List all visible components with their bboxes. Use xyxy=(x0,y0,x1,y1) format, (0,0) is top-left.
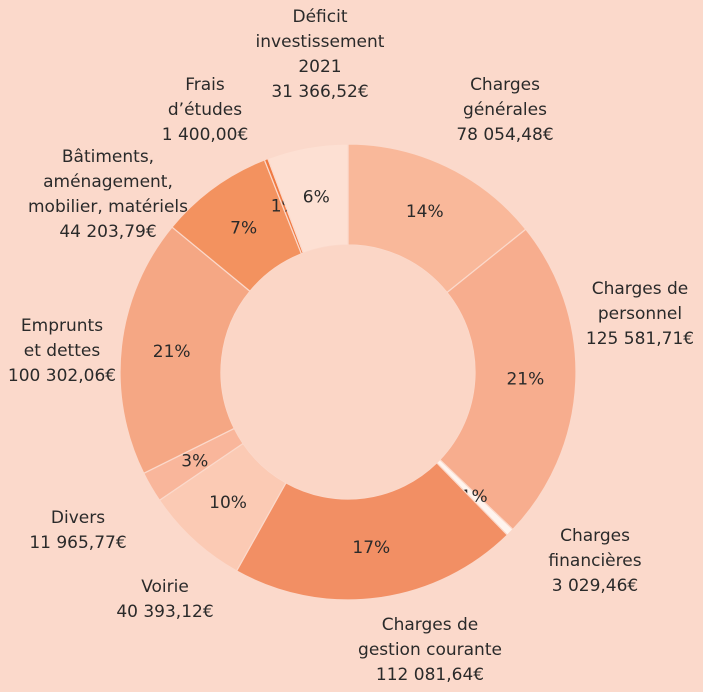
slice-label: Emprunts et dettes 100 302,06€ xyxy=(8,314,116,389)
amount-label: 11 965,77€ xyxy=(29,533,127,553)
slice-label: Charges de gestion courante 112 081,64€ xyxy=(358,613,502,688)
amount-label: 1 400,00€ xyxy=(161,125,249,145)
percent-label: 14% xyxy=(406,202,444,222)
percent-label: 21% xyxy=(506,370,544,390)
percent-label: 10% xyxy=(209,493,247,513)
percent-label: 3% xyxy=(181,452,208,472)
slice-label: Bâtiments, aménagement, mobilier, matéri… xyxy=(28,145,188,245)
amount-label: 31 366,52€ xyxy=(271,82,369,102)
slice-label: Charges générales 78 054,48€ xyxy=(456,73,553,148)
slice-label: Déficit investissement 2021 31 366,52€ xyxy=(256,5,385,105)
category-label: Emprunts et dettes xyxy=(20,316,104,361)
amount-label: 100 302,06€ xyxy=(7,366,117,386)
amount-label: 40 393,12€ xyxy=(116,602,214,622)
category-label: Charges de gestion courante xyxy=(358,615,502,660)
slice-label: Divers 11 965,77€ xyxy=(29,506,126,556)
category-label: Voirie xyxy=(141,577,189,597)
percent-label: 6% xyxy=(303,187,330,207)
slice-label: Charges de personnel 125 581,71€ xyxy=(586,277,694,352)
category-label: Déficit investissement 2021 xyxy=(255,7,385,77)
percent-label: 17% xyxy=(352,538,390,558)
category-label: Charges financières xyxy=(548,526,642,571)
category-label: Charges générales xyxy=(463,75,547,120)
amount-label: 3 029,46€ xyxy=(551,576,639,596)
category-label: Frais d’études xyxy=(167,75,243,120)
percent-label: 21% xyxy=(153,342,191,362)
slice-label: Charges financières 3 029,46€ xyxy=(548,524,641,599)
donut-hole xyxy=(221,245,475,499)
amount-label: 112 081,64€ xyxy=(375,665,485,685)
category-label: Charges de personnel xyxy=(591,279,689,324)
amount-label: 78 054,48€ xyxy=(456,125,554,145)
category-label: Divers xyxy=(50,508,106,528)
amount-label: 44 203,79€ xyxy=(59,222,157,242)
wedge xyxy=(235,462,509,601)
slice-label: Frais d’études 1 400,00€ xyxy=(162,73,249,148)
percent-label: 7% xyxy=(230,218,257,238)
amount-label: 125 581,71€ xyxy=(585,329,695,349)
slice-label: Voirie 40 393,12€ xyxy=(116,575,213,625)
category-label: Bâtiments, aménagement, mobilier, matéri… xyxy=(27,147,189,217)
